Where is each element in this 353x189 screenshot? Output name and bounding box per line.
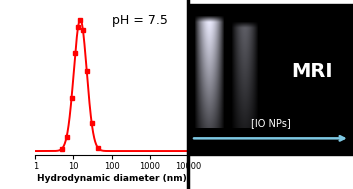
X-axis label: Hydrodynamic diameter (nm): Hydrodynamic diameter (nm) [37, 174, 186, 183]
Text: pH = 7.5: pH = 7.5 [112, 14, 167, 27]
Text: [IO NPs]: [IO NPs] [251, 118, 290, 128]
Text: MRI: MRI [291, 62, 333, 81]
